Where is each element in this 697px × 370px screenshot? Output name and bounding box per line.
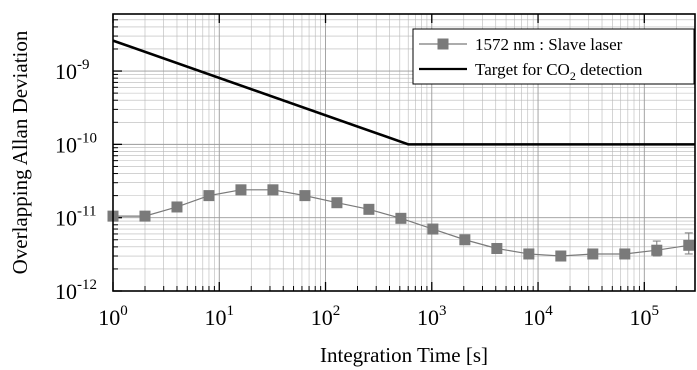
legend-entry-target: Target for CO2 detection <box>475 60 643 83</box>
data-point <box>171 201 183 213</box>
x-tick-base: 10 <box>205 305 227 330</box>
data-point <box>139 210 151 222</box>
y-tick-label: 10-10 <box>55 130 97 157</box>
x-tick-labels: 100 101 102 103 104 105 <box>98 303 659 330</box>
x-tick-base: 10 <box>523 305 545 330</box>
x-axis-label: Integration Time [s] <box>320 343 488 367</box>
y-axis-label: Overlapping Allan Deviation <box>8 30 32 274</box>
data-point <box>459 234 471 246</box>
x-tick-base: 10 <box>417 305 439 330</box>
legend-entry-slave-laser: 1572 nm : Slave laser <box>475 35 623 54</box>
data-point <box>523 248 535 260</box>
legend-marker-slave-laser <box>437 38 449 50</box>
minor-grid <box>113 13 696 291</box>
data-point <box>555 250 567 262</box>
legend-target-part-1: Target for CO <box>475 60 570 79</box>
data-point <box>651 244 663 256</box>
x-tick-base: 10 <box>630 305 652 330</box>
data-point <box>619 248 631 260</box>
data-point <box>427 223 439 235</box>
data-point <box>491 242 503 254</box>
x-tick-label: 102 <box>311 303 341 330</box>
y-tick-label: 10-11 <box>55 204 96 231</box>
data-point <box>363 203 375 215</box>
legend-target-part-2: detection <box>576 60 643 79</box>
x-tick-exponent: 3 <box>439 303 447 319</box>
y-tick-base: 10 <box>55 279 77 304</box>
y-tick-exponent: -12 <box>77 277 97 293</box>
slave-laser-series <box>107 184 695 262</box>
y-tick-exponent: -9 <box>77 57 90 73</box>
target-line <box>112 39 695 146</box>
plot-frame <box>112 13 696 292</box>
y-tick-label: 10-12 <box>55 277 97 304</box>
legend-target-subscript: 2 <box>570 69 576 83</box>
data-point <box>331 197 343 209</box>
legend: 1572 nm : Slave laser Target for CO2 det… <box>412 28 695 85</box>
x-tick-exponent: 0 <box>120 303 128 319</box>
x-tick-label: 101 <box>205 303 235 330</box>
data-point <box>683 239 695 251</box>
data-point <box>203 190 215 202</box>
y-tick-exponent: -10 <box>77 130 97 146</box>
data-point <box>395 212 407 224</box>
data-point <box>299 190 311 202</box>
y-tick-base: 10 <box>55 132 77 157</box>
data-point <box>235 184 247 196</box>
x-tick-label: 104 <box>523 303 553 330</box>
x-tick-exponent: 4 <box>545 303 553 319</box>
x-tick-exponent: 2 <box>333 303 341 319</box>
y-tick-base: 10 <box>55 206 77 231</box>
x-tick-label: 100 <box>98 303 128 330</box>
x-tick-exponent: 5 <box>652 303 660 319</box>
x-tick-base: 10 <box>311 305 333 330</box>
y-tick-exponent: -11 <box>77 204 96 220</box>
y-tick-base: 10 <box>55 59 77 84</box>
y-tick-label: 10-9 <box>55 57 90 84</box>
data-point <box>587 248 599 260</box>
target-series <box>112 39 695 146</box>
x-tick-base: 10 <box>98 305 120 330</box>
x-tick-label: 103 <box>417 303 447 330</box>
x-tick-label: 105 <box>630 303 660 330</box>
data-point <box>267 184 279 196</box>
x-tick-exponent: 1 <box>227 303 235 319</box>
legend-box <box>412 28 695 85</box>
